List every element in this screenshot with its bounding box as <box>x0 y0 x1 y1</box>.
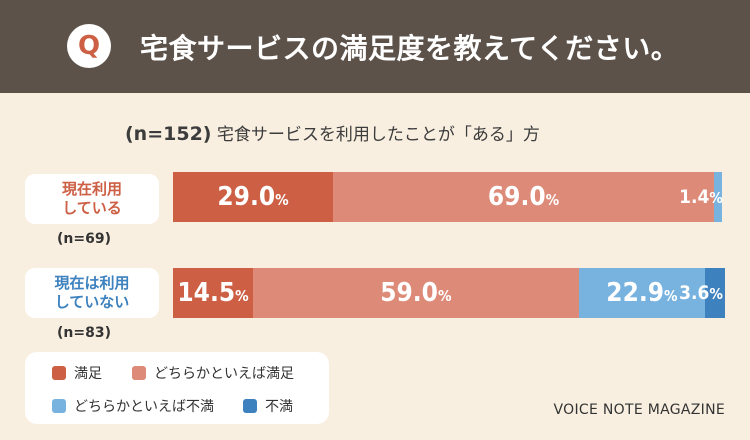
data-label-unit: % <box>709 189 723 207</box>
legend-item: どちらかといえば不満 <box>52 396 214 416</box>
data-label-unit: % <box>275 191 289 209</box>
group-label-line: 現在利用 <box>61 180 122 198</box>
sample-size-label: (n=152) <box>125 123 212 145</box>
data-label: 1.4% <box>677 172 725 222</box>
data-label-unit: % <box>437 287 452 305</box>
data-label: 22.9% <box>579 268 705 318</box>
legend-label: 満足 <box>74 366 102 382</box>
data-label-value: 14.5 <box>177 278 236 308</box>
legend-item: 不満 <box>243 396 293 416</box>
bar-segment <box>173 268 254 318</box>
group-label-not-using: 現在は利用 していない <box>25 268 159 318</box>
subtitle-text: 宅食サービスを利用したことが「ある」方 <box>216 125 540 145</box>
bar-segment <box>705 268 725 318</box>
chart-subtitle: (n=152) 宅食サービスを利用したことが「ある」方 <box>125 120 540 145</box>
group-sample-size: (n=69) <box>57 231 111 247</box>
data-label-unit: % <box>664 287 678 305</box>
chart-title: 宅食サービスの満足度を教えてください。 <box>140 32 680 65</box>
question-badge-letter: Q <box>77 31 101 61</box>
bar-segment <box>713 172 722 222</box>
legend-swatch <box>243 399 257 413</box>
bar-segment <box>578 268 706 318</box>
data-label-value: 59.0 <box>380 278 438 308</box>
group-label-line: 現在は利用 <box>54 274 130 292</box>
data-label: 69.0% <box>333 172 714 222</box>
legend-label: 不満 <box>265 399 293 415</box>
legend-swatch <box>52 399 66 413</box>
data-label-unit: % <box>709 285 723 303</box>
data-label: 29.0% <box>173 172 333 222</box>
group-label-currently-using: 現在利用 している <box>25 174 159 224</box>
chart-legend: 満足 どちらかといえば満足 どちらかといえば不満 不満 <box>25 352 329 424</box>
legend-item: どちらかといえば満足 <box>132 363 294 383</box>
data-label-value: 69.0 <box>487 182 546 212</box>
data-label: 14.5% <box>173 268 253 318</box>
data-label: 3.6% <box>677 268 725 318</box>
group-label-line: している <box>62 199 122 217</box>
legend-swatch <box>52 366 66 380</box>
question-header: Q 宅食サービスの満足度を教えてください。 <box>0 0 750 93</box>
data-label-value: 3.6 <box>679 282 710 304</box>
data-label-value: 22.9 <box>606 278 665 308</box>
legend-label: どちらかといえば不満 <box>74 399 214 415</box>
bar-segment <box>253 268 579 318</box>
data-label-unit: % <box>235 287 249 305</box>
group-label-line: していない <box>54 293 130 311</box>
bar-segment <box>333 172 714 222</box>
data-label-value: 1.4 <box>679 186 710 208</box>
stacked-bar-currently-using: 29.0% 69.0% 1.4% <box>173 172 725 222</box>
bar-segment <box>173 172 334 222</box>
question-badge: Q <box>67 24 111 68</box>
data-label-unit: % <box>545 191 560 209</box>
legend-swatch <box>132 366 146 380</box>
legend-item: 満足 <box>52 363 102 383</box>
data-label-value: 29.0 <box>217 182 276 212</box>
brand-credit: VOICE NOTE MAGAZINE <box>553 402 725 418</box>
data-label: 59.0% <box>253 268 579 318</box>
legend-label: どちらかといえば満足 <box>154 366 294 382</box>
stacked-bar-not-using: 14.5% 59.0% 22.9% 3.6% <box>173 268 725 318</box>
group-sample-size: (n=83) <box>57 325 111 341</box>
